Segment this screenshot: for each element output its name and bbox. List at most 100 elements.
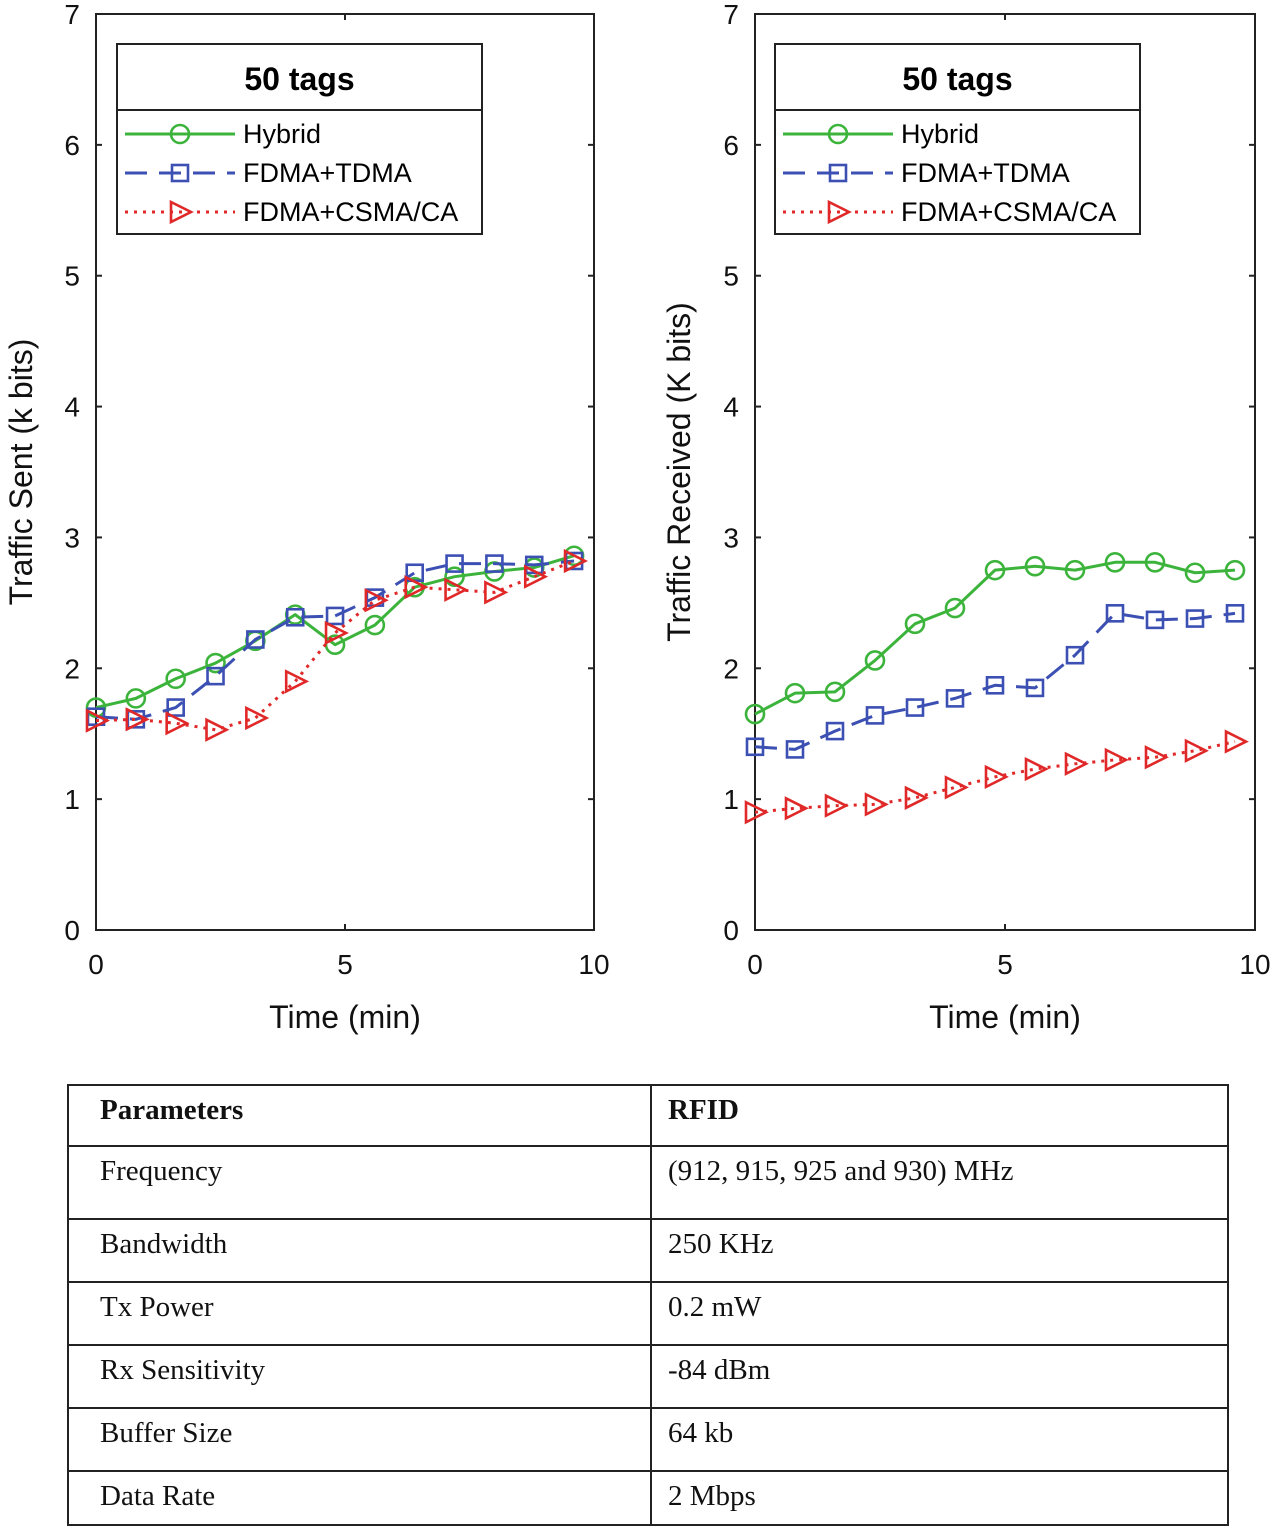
data-point <box>944 775 969 800</box>
legend-marker <box>169 199 194 225</box>
legend-marker <box>828 163 848 183</box>
legend-entry: FDMA+TDMA <box>901 158 1070 188</box>
data-point <box>985 675 1005 695</box>
data-point <box>1184 738 1209 763</box>
legend-marker <box>827 123 849 145</box>
x-axis-label: Time (min) <box>269 999 421 1035</box>
data-point <box>1104 747 1129 772</box>
table-header-row: Parameters RFID <box>67 1084 1229 1147</box>
legend-entry: FDMA+CSMA/CA <box>243 197 458 227</box>
data-point <box>745 737 765 757</box>
data-point <box>825 721 845 741</box>
param-value: (912, 915, 925 and 930) MHz <box>650 1145 1229 1220</box>
data-point <box>165 711 190 736</box>
data-point <box>904 613 926 635</box>
data-point <box>1145 610 1165 630</box>
data-point <box>125 707 150 732</box>
data-point <box>364 614 386 636</box>
data-point <box>166 698 185 717</box>
x-tick-label: 0 <box>747 949 763 980</box>
data-point <box>1025 678 1045 698</box>
data-point <box>1184 562 1206 584</box>
data-point <box>864 792 889 817</box>
y-tick-label: 7 <box>723 0 739 30</box>
param-value: 0.2 mW <box>650 1281 1229 1346</box>
param-name: Data Rate <box>67 1470 652 1526</box>
data-point <box>905 698 925 717</box>
data-point <box>485 554 504 573</box>
data-point <box>205 717 230 742</box>
y-tick-label: 3 <box>64 522 80 553</box>
x-tick-label: 5 <box>337 949 353 980</box>
legend-entry: Hybrid <box>901 119 979 149</box>
data-point <box>1024 756 1049 782</box>
y-tick-label: 4 <box>64 392 80 423</box>
y-tick-label: 5 <box>723 261 739 292</box>
table-row: Bandwidth 250 KHz <box>67 1218 1229 1283</box>
series-line-hybrid <box>754 560 1236 716</box>
data-point <box>524 555 544 575</box>
legend-box <box>116 43 483 235</box>
param-value: -84 dBm <box>650 1344 1229 1409</box>
y-axis-label: Traffic Sent (k bits) <box>3 339 39 606</box>
header-parameters: Parameters <box>67 1084 652 1147</box>
series-line-fdma-csma-ca <box>95 559 575 732</box>
data-point <box>1024 555 1046 577</box>
table-row: Buffer Size 64 kb <box>67 1407 1229 1472</box>
data-point <box>444 577 469 602</box>
x-tick-label: 5 <box>997 949 1013 980</box>
parameters-table: Parameters RFID Frequency (912, 915, 925… <box>67 1084 1229 1526</box>
data-point <box>1224 729 1249 754</box>
y-tick-label: 2 <box>64 653 80 684</box>
legend-entry: FDMA+TDMA <box>243 158 412 188</box>
param-value: 250 KHz <box>650 1218 1229 1283</box>
data-point <box>325 606 345 626</box>
data-point <box>864 650 886 671</box>
y-tick-label: 6 <box>64 130 80 161</box>
data-point <box>944 597 966 619</box>
y-tick-label: 2 <box>723 653 739 684</box>
data-point <box>1225 604 1245 623</box>
legend-entry: FDMA+CSMA/CA <box>901 197 1116 227</box>
legend-box <box>774 43 1141 235</box>
y-tick-label: 1 <box>64 784 80 815</box>
param-name: Buffer Size <box>67 1407 652 1472</box>
y-axis-label: Traffic Received (K bits) <box>661 302 697 642</box>
data-point <box>904 785 929 810</box>
x-axis-label: Time (min) <box>929 999 1081 1035</box>
table-row: Rx Sensitivity -84 dBm <box>67 1344 1229 1409</box>
param-name: Tx Power <box>67 1281 652 1346</box>
data-point <box>245 705 270 731</box>
legend-marker <box>827 199 852 225</box>
data-point <box>984 559 1006 581</box>
legend-title: 50 tags <box>902 61 1012 97</box>
y-tick-label: 1 <box>723 784 739 815</box>
y-tick-label: 4 <box>723 392 739 423</box>
x-tick-label: 0 <box>88 949 104 980</box>
data-point <box>324 620 349 646</box>
y-tick-label: 0 <box>64 915 80 946</box>
param-value: 2 Mbps <box>650 1470 1229 1526</box>
data-point <box>404 575 429 600</box>
series-line-fdma-tdma <box>754 611 1236 751</box>
data-point <box>1185 609 1205 628</box>
header-rfid: RFID <box>650 1084 1229 1147</box>
param-value: 64 kb <box>650 1407 1229 1472</box>
data-point <box>85 708 110 733</box>
data-point <box>484 580 509 605</box>
data-point <box>364 588 389 613</box>
y-tick-label: 0 <box>723 915 739 946</box>
data-point <box>125 688 147 709</box>
y-tick-label: 6 <box>723 130 739 161</box>
data-point <box>523 564 549 589</box>
y-tick-label: 5 <box>64 261 80 292</box>
x-tick-label: 10 <box>578 949 609 980</box>
param-name: Frequency <box>67 1145 652 1220</box>
data-point <box>1224 559 1246 581</box>
data-point <box>744 703 766 725</box>
table-row: Data Rate 2 Mbps <box>67 1470 1229 1526</box>
series-line-fdma-tdma <box>95 559 575 721</box>
data-point <box>1104 551 1126 573</box>
series-line-fdma-csma-ca <box>754 740 1236 814</box>
